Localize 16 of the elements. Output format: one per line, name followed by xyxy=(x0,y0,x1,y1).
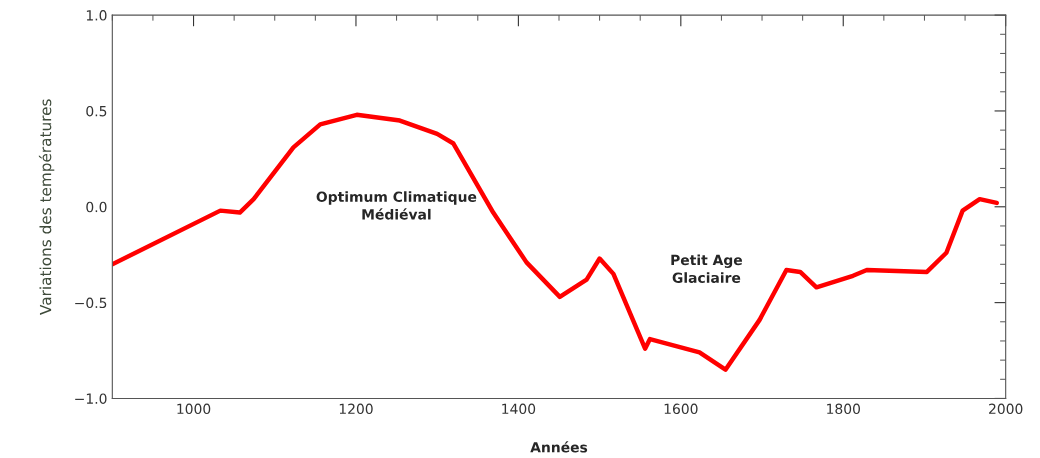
y-tick-label: 1.0 xyxy=(86,10,107,21)
annotation: Optimum Climatique Médiéval xyxy=(316,191,477,220)
x-tick-label: 1000 xyxy=(177,403,211,415)
x-tick-label: 1600 xyxy=(664,403,698,415)
y-tick-label: 0.5 xyxy=(86,105,107,117)
x-axis-title: Années xyxy=(530,441,588,453)
x-tick-label: 2000 xyxy=(989,403,1023,415)
y-tick-label: −0.5 xyxy=(75,297,107,309)
y-tick-label: 0.0 xyxy=(86,201,107,213)
y-axis-title: Variations des températures xyxy=(38,99,55,315)
x-tick-label: 1400 xyxy=(502,403,536,415)
annotation: Petit Age Glaciaire xyxy=(671,254,743,283)
x-tick-label: 1800 xyxy=(827,403,860,415)
x-tick-label: 1200 xyxy=(339,403,373,415)
line-series xyxy=(112,112,999,372)
y-tick-label: −1.0 xyxy=(75,393,107,404)
